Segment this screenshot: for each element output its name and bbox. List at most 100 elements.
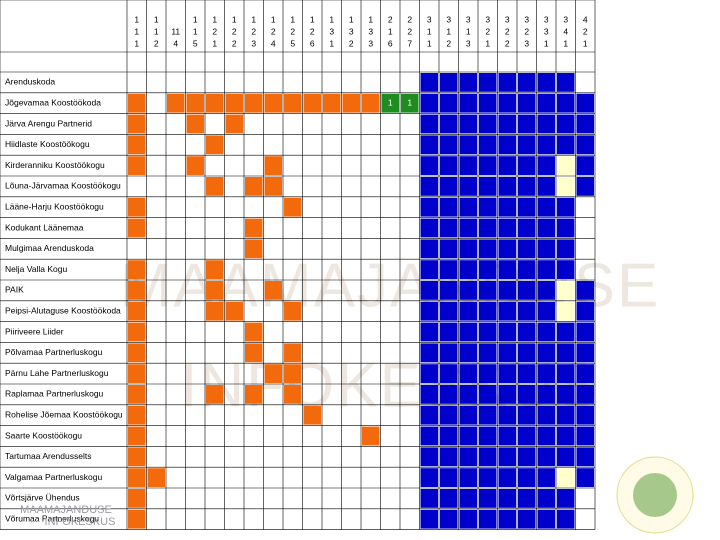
cell bbox=[557, 135, 575, 155]
cell bbox=[518, 260, 536, 279]
cell bbox=[576, 426, 594, 446]
cell bbox=[459, 364, 477, 383]
column-header: 2 bbox=[583, 26, 588, 36]
cell bbox=[225, 301, 243, 321]
column-header: 3 bbox=[349, 26, 354, 36]
column-header: 2 bbox=[251, 26, 256, 36]
cell bbox=[518, 239, 536, 259]
cell bbox=[537, 447, 555, 467]
cell bbox=[459, 343, 477, 363]
cell bbox=[284, 93, 302, 113]
cell bbox=[245, 177, 263, 196]
logo-text: INFOKESKUS bbox=[45, 516, 116, 528]
cell-label: 1 bbox=[388, 97, 393, 107]
logo-text: MAAMAJANDUSE bbox=[20, 504, 112, 516]
cell bbox=[498, 426, 516, 446]
row-label: Põlvamaa Partnerluskogu bbox=[5, 347, 103, 357]
cell bbox=[420, 197, 438, 217]
cell bbox=[284, 385, 302, 404]
cell bbox=[128, 301, 146, 321]
column-header: 1 bbox=[134, 26, 139, 36]
cell bbox=[440, 343, 458, 363]
cell bbox=[303, 405, 321, 425]
cell bbox=[420, 93, 438, 113]
cell bbox=[323, 93, 341, 113]
column-header: 2 bbox=[505, 38, 510, 48]
cell bbox=[128, 468, 146, 487]
cell-label: 1 bbox=[407, 97, 412, 107]
row-label: Peipsi-Alutaguse Koostöökoda bbox=[5, 305, 121, 315]
column-header: 1 bbox=[368, 14, 373, 24]
cell bbox=[420, 135, 438, 155]
column-header: 2 bbox=[388, 14, 393, 24]
logo-emblem bbox=[633, 473, 677, 517]
cell bbox=[479, 218, 497, 238]
cell bbox=[498, 73, 516, 92]
cell bbox=[440, 405, 458, 425]
cell bbox=[518, 156, 536, 175]
cell bbox=[440, 426, 458, 446]
cell bbox=[440, 218, 458, 238]
cell bbox=[557, 218, 575, 238]
cell bbox=[576, 322, 594, 342]
column-header: 2 bbox=[290, 26, 295, 36]
column-header: 7 bbox=[407, 38, 412, 48]
cell bbox=[537, 301, 555, 321]
cell bbox=[479, 322, 497, 342]
column-header: 1 bbox=[290, 14, 295, 24]
column-header: 1 bbox=[134, 38, 139, 48]
column-header: 4 bbox=[271, 38, 276, 48]
cell bbox=[576, 114, 594, 134]
cell bbox=[479, 93, 497, 113]
cell bbox=[518, 177, 536, 196]
cell bbox=[420, 260, 438, 279]
column-header: 1 bbox=[193, 26, 198, 36]
cell bbox=[420, 301, 438, 321]
cell bbox=[401, 93, 419, 113]
cell bbox=[459, 114, 477, 134]
column-header: 2 bbox=[232, 38, 237, 48]
cell bbox=[264, 156, 282, 175]
cell bbox=[440, 135, 458, 155]
cell bbox=[498, 239, 516, 259]
cell bbox=[479, 177, 497, 196]
column-header: 3 bbox=[544, 14, 549, 24]
cell bbox=[557, 447, 575, 467]
row-label: Järva Arengu Partnerid bbox=[5, 118, 92, 128]
cell bbox=[362, 426, 380, 446]
cell bbox=[440, 156, 458, 175]
column-header: 2 bbox=[212, 26, 217, 36]
cell bbox=[576, 135, 594, 155]
cell bbox=[206, 385, 224, 404]
cell bbox=[576, 93, 594, 113]
cell bbox=[479, 489, 497, 508]
cell bbox=[440, 260, 458, 279]
column-header: 1 bbox=[388, 26, 393, 36]
cell bbox=[557, 343, 575, 363]
column-header: 4 bbox=[173, 38, 178, 48]
column-header: 3 bbox=[524, 38, 529, 48]
cell bbox=[206, 177, 224, 196]
cell bbox=[557, 322, 575, 342]
cell bbox=[245, 385, 263, 404]
column-header: 1 bbox=[251, 14, 256, 24]
column-header: 2 bbox=[524, 26, 529, 36]
row-label: Hiidlaste Koostöökogu bbox=[5, 139, 90, 149]
cell bbox=[225, 93, 243, 113]
cell bbox=[479, 73, 497, 92]
cell bbox=[420, 281, 438, 300]
column-header: 1 bbox=[154, 26, 159, 36]
cell bbox=[128, 281, 146, 300]
column-header: 2 bbox=[232, 26, 237, 36]
cell bbox=[576, 405, 594, 425]
cell bbox=[518, 509, 536, 529]
column-header: 5 bbox=[290, 38, 295, 48]
cell bbox=[440, 385, 458, 404]
cell bbox=[498, 301, 516, 321]
column-header: 3 bbox=[524, 14, 529, 24]
cell bbox=[479, 405, 497, 425]
cell bbox=[557, 93, 575, 113]
column-header: 4 bbox=[563, 26, 568, 36]
cell bbox=[557, 385, 575, 404]
cell bbox=[420, 447, 438, 467]
